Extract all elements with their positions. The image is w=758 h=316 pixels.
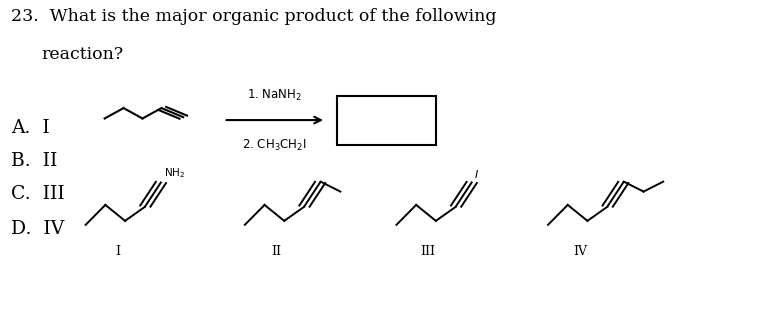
Text: II: II	[271, 245, 282, 258]
Text: NH$_2$: NH$_2$	[164, 166, 186, 180]
Text: reaction?: reaction?	[42, 46, 124, 63]
Text: IV: IV	[573, 245, 587, 258]
Text: 2. CH$_3$CH$_2$I: 2. CH$_3$CH$_2$I	[243, 137, 307, 153]
Text: B.  II: B. II	[11, 152, 58, 170]
Text: I: I	[475, 170, 478, 180]
Text: D.  IV: D. IV	[11, 220, 64, 238]
Text: III: III	[421, 245, 436, 258]
Text: A.  I: A. I	[11, 119, 50, 137]
Text: C.  III: C. III	[11, 185, 65, 203]
Text: 23.  What is the major organic product of the following: 23. What is the major organic product of…	[11, 8, 497, 25]
Bar	[337, 96, 436, 145]
Text: I: I	[115, 245, 120, 258]
Text: 1. NaNH$_2$: 1. NaNH$_2$	[247, 88, 302, 103]
